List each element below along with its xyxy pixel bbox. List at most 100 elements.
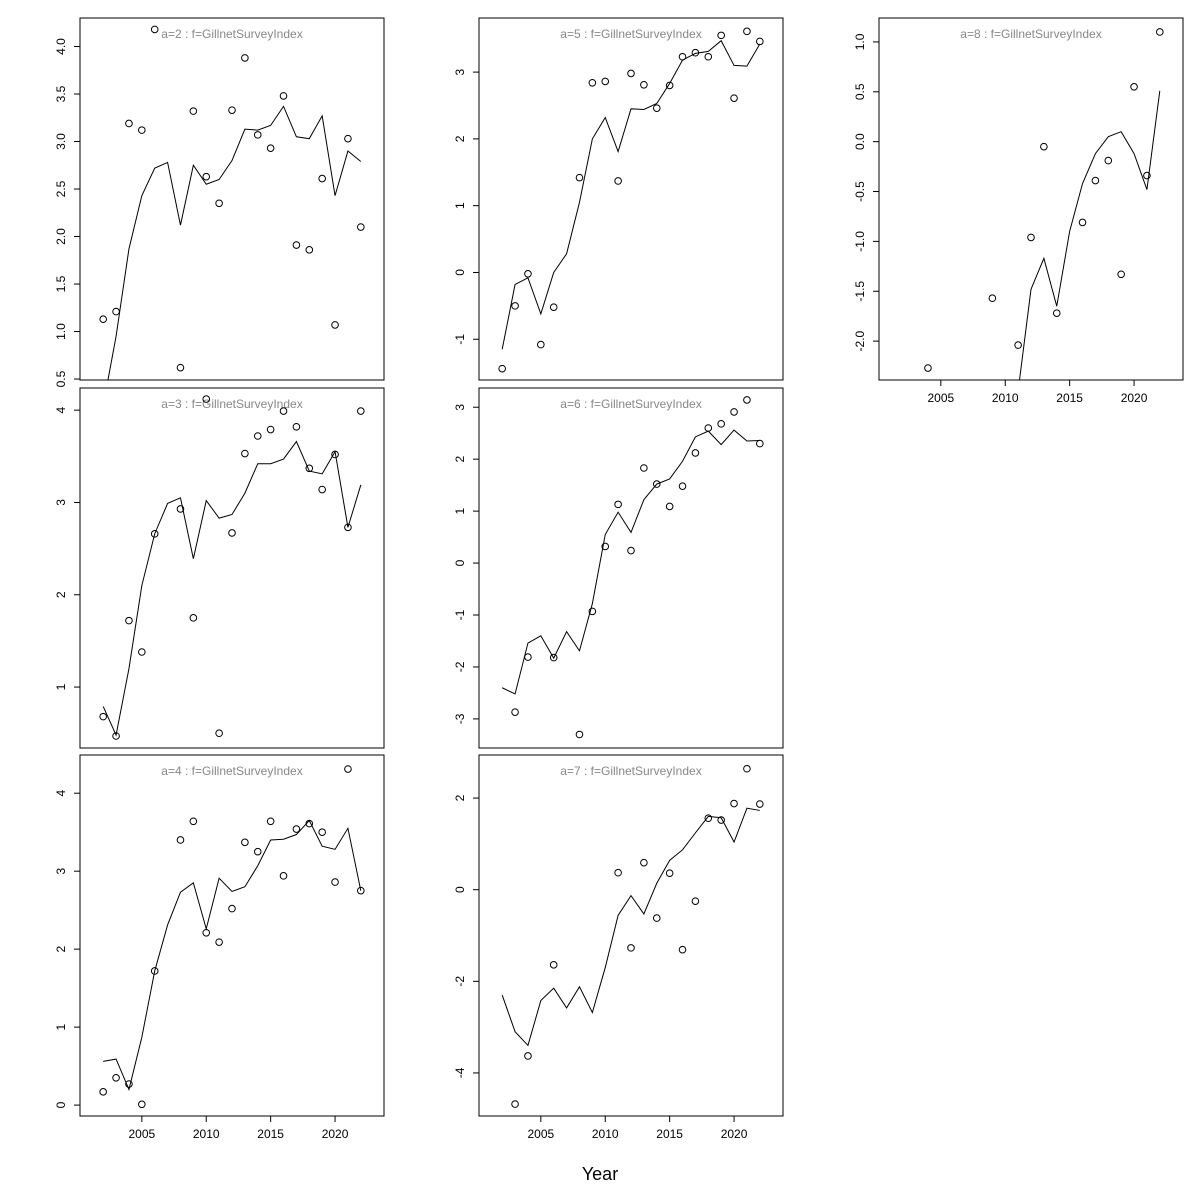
- plot-frame: [79, 754, 385, 1117]
- point: [241, 54, 249, 62]
- point: [627, 69, 635, 78]
- y-tick-label: 1.0: [54, 323, 68, 340]
- point: [112, 732, 120, 740]
- x-axis-label: Year: [582, 1164, 618, 1184]
- x-tick-label: 2010: [592, 1127, 619, 1141]
- point: [640, 858, 648, 867]
- point: [575, 173, 584, 182]
- fit-line: [1019, 90, 1161, 380]
- point: [652, 914, 661, 922]
- point: [988, 294, 997, 303]
- panel-title: a=2 : f=GillnetSurveyIndex: [161, 27, 302, 41]
- x-tick-label: 2015: [257, 1127, 284, 1141]
- point: [305, 464, 314, 473]
- point: [640, 464, 648, 472]
- point: [1143, 171, 1151, 180]
- point: [524, 1052, 532, 1060]
- point: [588, 607, 597, 616]
- point: [665, 502, 674, 511]
- panel: a=4 : f=GillnetSurveyIndex 0 1 2 3 4 2005 2010 2…: [54, 754, 385, 1141]
- point: [292, 825, 301, 833]
- point: [125, 1080, 133, 1088]
- point: [1052, 309, 1061, 317]
- panel-title: a=8 : f=GillnetSurveyIndex: [960, 27, 1101, 41]
- x-tick-label: 2005: [527, 1127, 554, 1141]
- y-tick-label: 2: [453, 794, 467, 801]
- fit-line: [501, 807, 760, 1047]
- point: [150, 967, 159, 975]
- point: [176, 836, 185, 844]
- y-tick-label: 1: [453, 507, 467, 514]
- point: [1040, 142, 1048, 151]
- point: [344, 134, 352, 143]
- x-tick-label: 2010: [992, 391, 1019, 405]
- plot-area: [103, 819, 362, 1092]
- y-tick-label: 1: [54, 1023, 68, 1030]
- point: [614, 177, 622, 185]
- x-tick-label: 2015: [1056, 391, 1083, 405]
- point: [99, 315, 107, 323]
- y-tick-label: 1: [453, 202, 467, 209]
- y-tick-label: 2.0: [54, 228, 68, 245]
- fit-line: [501, 429, 760, 695]
- y-tick-label: 0.5: [54, 370, 68, 387]
- point: [924, 364, 932, 372]
- panel: a=2 : f=GillnetSurveyIndex 0.5 1.0 1.5 2.0 2.…: [54, 17, 385, 387]
- point: [524, 653, 532, 661]
- point: [743, 396, 751, 404]
- plot-area: [102, 440, 362, 737]
- point: [266, 425, 275, 434]
- y-tick-label: 4: [54, 406, 68, 413]
- y-tick-label: 1.0: [853, 33, 867, 50]
- y-tick-label: 1.5: [54, 275, 68, 292]
- point: [549, 303, 558, 311]
- point: [549, 653, 558, 662]
- point: [498, 364, 506, 373]
- point: [305, 819, 314, 828]
- plot-area: [1019, 90, 1161, 380]
- point: [189, 817, 198, 826]
- point: [1027, 233, 1035, 242]
- point: [537, 340, 545, 349]
- point: [1117, 270, 1125, 279]
- point: [318, 828, 326, 836]
- point: [614, 868, 622, 877]
- point: [99, 1088, 107, 1096]
- panel: a=6 : f=GillnetSurveyIndex -3 -2 -1 0 1 2 3: [453, 387, 784, 749]
- x-tick-label: 2005: [128, 1127, 155, 1141]
- point: [511, 708, 519, 716]
- point: [1014, 341, 1022, 349]
- point: [743, 764, 751, 773]
- y-tick-label: 0: [54, 1101, 68, 1108]
- point: [215, 938, 223, 946]
- point: [511, 1100, 519, 1108]
- y-tick-label: -4: [453, 1067, 467, 1078]
- point: [253, 432, 262, 440]
- point: [253, 847, 262, 856]
- plot-area: [107, 105, 362, 380]
- plot-area: [501, 39, 761, 350]
- point: [357, 407, 365, 415]
- point: [228, 529, 236, 537]
- point: [717, 420, 725, 428]
- point: [704, 424, 713, 432]
- point: [331, 321, 339, 329]
- plot-area: [501, 807, 760, 1047]
- point: [292, 422, 301, 431]
- point: [112, 1073, 120, 1082]
- x-tick-label: 2010: [193, 1127, 220, 1141]
- fit-line: [107, 105, 362, 380]
- point: [627, 944, 635, 952]
- y-tick-label: -1: [453, 334, 467, 345]
- panel-title: a=5 : f=GillnetSurveyIndex: [560, 27, 701, 41]
- y-tick-label: 0: [453, 559, 467, 566]
- point: [215, 199, 223, 208]
- point: [549, 961, 558, 969]
- plot-frame: [478, 754, 784, 1117]
- panel-title: a=6 : f=GillnetSurveyIndex: [560, 397, 701, 411]
- x-tick-label: 2005: [927, 391, 954, 405]
- y-tick-label: 3: [54, 868, 68, 875]
- point: [138, 1100, 146, 1109]
- point: [743, 27, 751, 36]
- point: [652, 480, 661, 488]
